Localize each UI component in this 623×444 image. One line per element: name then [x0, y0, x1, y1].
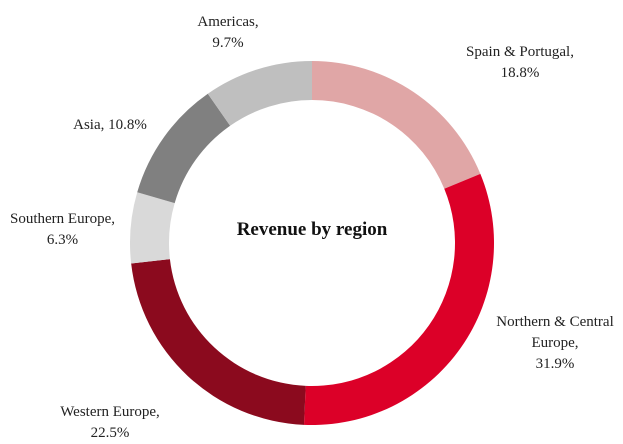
- category-label: Western Europe,: [60, 404, 160, 420]
- category-label: Northern & Central Europe,: [496, 314, 614, 351]
- category-label: Asia,: [73, 117, 105, 133]
- category-label: Spain & Portugal,: [466, 44, 574, 60]
- value-label: 6.3%: [46, 232, 79, 248]
- data-label: Northern & Central Europe, 31.9%: [480, 312, 623, 375]
- donut-segment: [137, 93, 231, 204]
- value-label: 10.8%: [108, 117, 147, 133]
- donut-segment: [312, 61, 481, 189]
- data-label: Asia, 10.8%: [40, 115, 180, 136]
- donut-segment: [207, 61, 312, 126]
- value-label: 9.7%: [212, 35, 244, 51]
- value-label: 22.5%: [90, 425, 130, 441]
- data-label: Americas, 9.7%: [163, 12, 293, 54]
- data-label: Western Europe, 22.5%: [20, 402, 200, 444]
- category-label: Southern Europe,: [10, 211, 115, 227]
- donut-segment: [131, 259, 306, 425]
- value-label: 31.9%: [535, 356, 575, 372]
- value-label: 18.8%: [500, 65, 540, 81]
- chart-title: Revenue by region: [236, 219, 388, 240]
- data-label: Spain & Portugal, 18.8%: [440, 42, 600, 84]
- category-label: Americas,: [197, 14, 259, 30]
- data-label: Southern Europe, 6.3%: [0, 209, 125, 251]
- donut-segment: [303, 173, 495, 426]
- donut-segment: [129, 192, 175, 264]
